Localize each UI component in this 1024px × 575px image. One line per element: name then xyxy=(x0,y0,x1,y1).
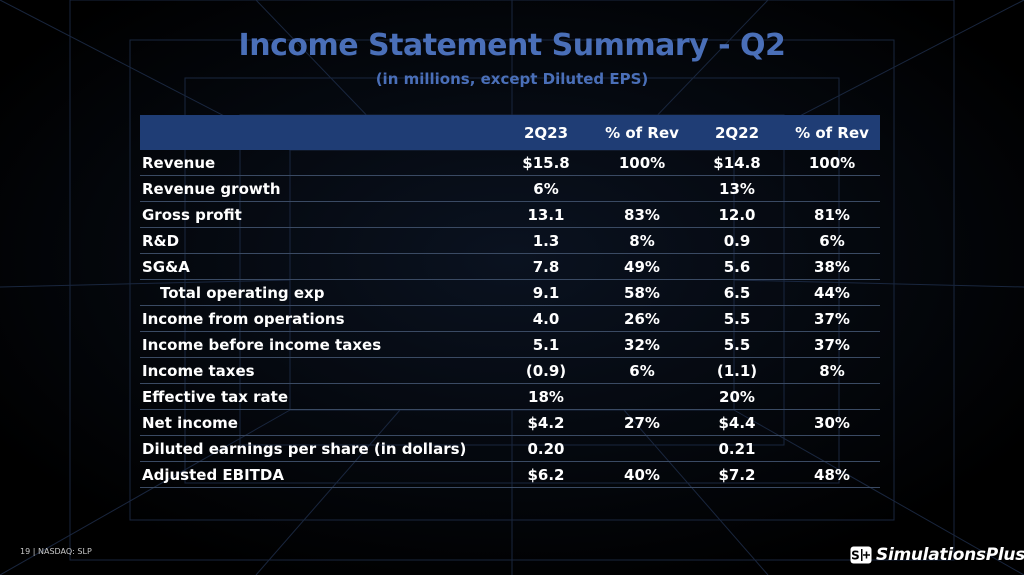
value-2q22: 5.6 xyxy=(690,253,784,280)
pct-rev-2q22: 30% xyxy=(784,409,880,436)
value-2q22: 12.0 xyxy=(690,201,784,228)
value-2q23: 7.8 xyxy=(498,253,594,280)
header-label-cell xyxy=(140,115,498,150)
pct-rev-2q23: 6% xyxy=(594,357,690,384)
slide-subtitle: (in millions, except Diluted EPS) xyxy=(375,70,649,88)
pct-rev-2q23: 26% xyxy=(594,305,690,332)
page-number: 19 xyxy=(20,547,31,556)
value-2q23: $6.2 xyxy=(498,461,594,488)
pct-rev-2q23: 32% xyxy=(594,331,690,358)
row-label: Revenue xyxy=(140,150,498,176)
value-2q22: 5.5 xyxy=(690,331,784,358)
table-row: Income taxes (0.9) 6% (1.1) 8% xyxy=(140,357,880,384)
header-pct-rev-2q22: % of Rev xyxy=(784,115,880,150)
table-row: Income from operations 4.0 26% 5.5 37% xyxy=(140,305,880,332)
pct-rev-2q23: 27% xyxy=(594,409,690,436)
slide-footer: 19 | NASDAQ: SLP xyxy=(20,547,92,556)
value-2q22: (1.1) xyxy=(690,357,784,384)
header-2q22: 2Q22 xyxy=(690,115,784,150)
row-label: SG&A xyxy=(140,253,498,280)
pct-rev-2q22 xyxy=(784,383,880,410)
value-2q23: 0.20 xyxy=(498,435,594,462)
company-logo: S SimulationsPlus xyxy=(850,542,1024,568)
footer-separator: | xyxy=(32,547,36,556)
logo-wordmark: SimulationsPlus xyxy=(876,545,1024,565)
table-row: SG&A 7.8 49% 5.6 38% xyxy=(140,253,880,280)
pct-rev-2q23: 58% xyxy=(594,279,690,306)
pct-rev-2q22: 100% xyxy=(784,150,880,176)
table-row: R&D 1.3 8% 0.9 6% xyxy=(140,227,880,254)
pct-rev-2q23: 40% xyxy=(594,461,690,488)
value-2q22: 0.9 xyxy=(690,227,784,254)
value-2q22: $14.8 xyxy=(690,150,784,176)
pct-rev-2q22: 48% xyxy=(784,461,880,488)
table-row: Gross profit 13.1 83% 12.0 81% xyxy=(140,201,880,228)
table-row: Adjusted EBITDA $6.2 40% $7.2 48% xyxy=(140,461,880,488)
row-label: Gross profit xyxy=(140,201,498,228)
pct-rev-2q23 xyxy=(594,435,690,462)
row-label: Effective tax rate xyxy=(140,383,498,410)
pct-rev-2q22: 6% xyxy=(784,227,880,254)
value-2q23: 9.1 xyxy=(498,279,594,306)
value-2q22: 6.5 xyxy=(690,279,784,306)
value-2q22: 20% xyxy=(690,383,784,410)
income-statement-table: 2Q23 % of Rev 2Q22 % of Rev Revenue $15.8… xyxy=(140,115,880,488)
row-label: Income from operations xyxy=(140,305,498,332)
row-label: Diluted earnings per share (in dollars) xyxy=(140,435,498,462)
header-pct-rev-2q23: % of Rev xyxy=(594,115,690,150)
value-2q23: 18% xyxy=(498,383,594,410)
table-row: Net income $4.2 27% $4.4 30% xyxy=(140,409,880,436)
ticker-label: NASDAQ: SLP xyxy=(37,547,92,556)
table-row: Effective tax rate 18% 20% xyxy=(140,383,880,410)
pct-rev-2q23 xyxy=(594,175,690,202)
value-2q22: 0.21 xyxy=(690,435,784,462)
row-label: Total operating exp xyxy=(140,279,498,306)
value-2q23: 6% xyxy=(498,175,594,202)
row-label: Net income xyxy=(140,409,498,436)
row-label: Income before income taxes xyxy=(140,331,498,358)
value-2q23: (0.9) xyxy=(498,357,594,384)
value-2q22: 5.5 xyxy=(690,305,784,332)
value-2q23: $4.2 xyxy=(498,409,594,436)
table-row: Income before income taxes 5.1 32% 5.5 37% xyxy=(140,331,880,358)
pct-rev-2q22: 37% xyxy=(784,331,880,358)
table-header-row: 2Q23 % of Rev 2Q22 % of Rev xyxy=(140,115,880,150)
value-2q23: 1.3 xyxy=(498,227,594,254)
table-row: Diluted earnings per share (in dollars) 0… xyxy=(140,435,880,462)
pct-rev-2q23: 49% xyxy=(594,253,690,280)
value-2q23: 13.1 xyxy=(498,201,594,228)
simulations-plus-logo-icon: S xyxy=(850,546,872,564)
pct-rev-2q22 xyxy=(784,175,880,202)
slide-title: Income Statement Summary - Q2 xyxy=(238,28,786,63)
pct-rev-2q23: 8% xyxy=(594,227,690,254)
value-2q22: $4.4 xyxy=(690,409,784,436)
row-label: R&D xyxy=(140,227,498,254)
table-row: Total operating exp 9.1 58% 6.5 44% xyxy=(140,279,880,306)
svg-text:S: S xyxy=(851,549,860,563)
pct-rev-2q23: 83% xyxy=(594,201,690,228)
pct-rev-2q23 xyxy=(594,383,690,410)
value-2q22: $7.2 xyxy=(690,461,784,488)
value-2q23: 4.0 xyxy=(498,305,594,332)
pct-rev-2q22: 37% xyxy=(784,305,880,332)
value-2q23: $15.8 xyxy=(498,150,594,176)
header-2q23: 2Q23 xyxy=(498,115,594,150)
pct-rev-2q22 xyxy=(784,435,880,462)
row-label: Revenue growth xyxy=(140,175,498,202)
row-label: Adjusted EBITDA xyxy=(140,461,498,488)
value-2q22: 13% xyxy=(690,175,784,202)
table-row: Revenue $15.8 100% $14.8 100% xyxy=(140,150,880,176)
value-2q23: 5.1 xyxy=(498,331,594,358)
pct-rev-2q22: 81% xyxy=(784,201,880,228)
pct-rev-2q22: 38% xyxy=(784,253,880,280)
pct-rev-2q23: 100% xyxy=(594,150,690,176)
row-label: Income taxes xyxy=(140,357,498,384)
pct-rev-2q22: 8% xyxy=(784,357,880,384)
pct-rev-2q22: 44% xyxy=(784,279,880,306)
table-row: Revenue growth 6% 13% xyxy=(140,175,880,202)
